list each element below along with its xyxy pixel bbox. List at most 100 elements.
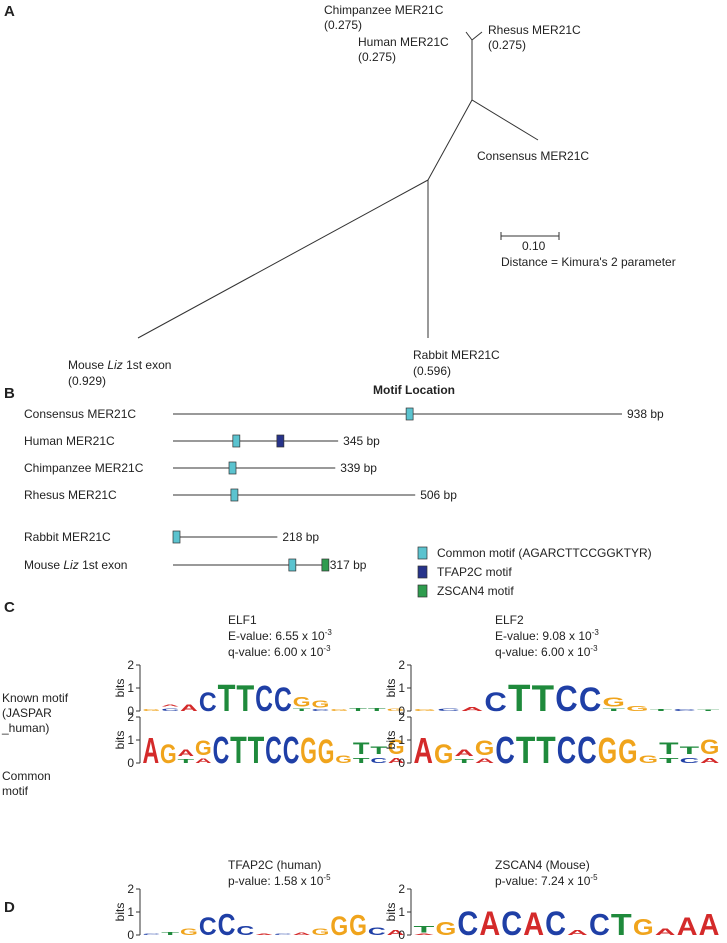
legend-label: TFAP2C motif [437,565,512,579]
logo-letter: T [454,758,474,764]
logo-letter: A [655,927,676,938]
motif-name: ZSCAN4 (Mouse) [495,858,590,872]
leaf-name: Consensus MER21C [477,149,589,163]
logo-letter: C [680,757,699,765]
stat-exponent: -3 [590,644,598,653]
motif-box [228,461,237,475]
leaf-distance: (0.275) [324,18,362,32]
y-tick-label: 1 [398,905,405,919]
leaf-name: Rabbit MER21C [413,348,500,362]
logo-letter: T [368,707,387,712]
logo-letter: T [218,677,236,719]
logo-letter: T [603,708,628,712]
panel-label: A [4,3,15,20]
logo-letter: C [161,708,180,712]
logo-letter: G [639,753,658,766]
logo-letter: C [283,729,300,771]
name-part: Mouse [24,558,60,572]
name-part: Liz [63,558,78,572]
y-axis-label: bits [384,679,398,698]
length-label: 317 bp [330,558,367,572]
logo-letter: C [589,907,610,941]
length-label: 218 bp [282,530,319,544]
logo-letter: A [454,748,474,759]
motif-stat: q-value: 6.00 x 10-3 [228,644,331,659]
y-tick-label: 1 [127,905,134,919]
logo-letter: A [178,748,195,759]
motif-stat: q-value: 6.00 x 10-3 [495,644,598,659]
stat-text: q-value: 6.00 x 10 [495,645,591,659]
logo-letter: C [142,933,160,935]
length-label: 506 bp [420,488,457,502]
logo-letter: C [673,708,698,711]
logo-letter: C [213,729,230,771]
motif-box [230,488,239,502]
y-tick-label: 0 [398,928,405,942]
logo-letter: C [199,915,217,942]
stat-exponent: -5 [590,873,598,882]
logo-letter: C [579,682,601,719]
y-tick-label: 2 [127,658,134,672]
logo-letter: A [195,758,212,766]
motif-stat: p-value: 1.58 x 10-5 [228,873,331,888]
leaf-distance: (0.596) [413,364,451,378]
logo-letter: G [633,915,654,940]
y-tick-label: 2 [398,658,405,672]
leaf-name: Chimpanzee MER21C [324,3,444,17]
legend-label: ZSCAN4 motif [437,584,514,598]
row-label: Known motif [2,691,69,705]
y-axis-label: bits [384,903,398,922]
row-name: Rhesus MER21C [24,488,117,502]
logo-letter: G [312,927,330,938]
logo-letter: G [142,708,160,711]
logo-letter: T [659,740,678,758]
stat-exponent: -3 [325,628,333,637]
logo-letter: G [318,734,335,771]
leaf-distance: (0.275) [488,38,526,52]
name-part: Liz [107,358,122,372]
row-label: Common [2,769,51,783]
y-tick-label: 0 [398,756,405,770]
panel-label: C [4,599,15,616]
logo-letter: A [677,915,698,942]
logo-letter: C [218,907,236,941]
stat-text: p-value: 1.58 x 10 [228,874,324,888]
logo-letter: T [236,677,254,719]
logo-letter: C [495,729,514,771]
distance-note: Distance = Kimura's 2 parameter [501,255,676,269]
logo-letter: T [697,709,723,711]
motif-box [172,530,181,544]
motif-stat: E-value: 9.08 x 10-3 [495,628,599,643]
y-axis-label: bits [384,731,398,750]
logo-letter: G [475,737,494,760]
logo-letter: T [353,740,370,758]
row-name: Mouse Liz 1st exon [24,558,127,572]
row-name: Rabbit MER21C [24,530,111,544]
y-tick-label: 1 [127,733,134,747]
logo-letter: A [475,758,494,766]
scale-label: 0.10 [522,239,546,253]
logo-letter: G [160,740,177,770]
name-part: 1st exon [126,358,171,372]
logo-letter: A [414,731,433,771]
name-part: Mouse [68,358,104,372]
logo-letter: A [161,704,181,707]
logo-letter: T [508,677,530,719]
logo-letter: C [274,682,292,719]
logo-letter: A [293,932,312,936]
logo-letter: A [387,929,405,937]
logo-letter: C [457,906,478,943]
logo-letter: T [659,757,681,765]
leaf-name: Human MER21C [358,35,449,49]
logo-letter: G [300,731,317,771]
leaf-name: Rhesus MER21C [488,23,581,37]
y-tick-label: 2 [127,710,134,724]
tree-branches [137,31,539,339]
row-label: (JASPAR [2,706,52,720]
logo-letter: C [577,729,596,771]
logo-letter: T [370,744,387,757]
stat-text: E-value: 6.55 x 10 [228,629,325,643]
logo-letter: C [312,708,332,711]
y-axis-label: bits [113,679,127,698]
